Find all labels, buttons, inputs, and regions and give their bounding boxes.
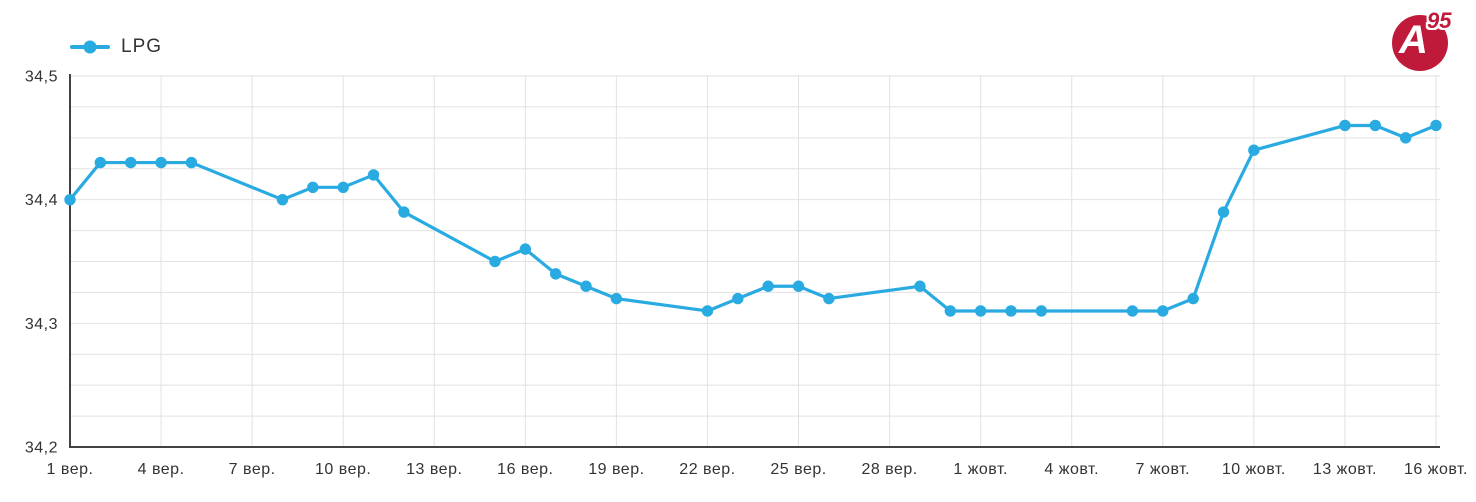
a95-logo-circle-icon — [1392, 15, 1448, 71]
y-axis-tick-label: 34,5 — [25, 69, 58, 86]
data-point-marker[interactable] — [125, 156, 137, 169]
x-axis-tick-label: 7 вер. — [229, 461, 276, 478]
x-axis-tick-label: 13 жовт. — [1313, 461, 1377, 478]
data-point-marker[interactable] — [367, 169, 380, 181]
data-point-marker[interactable] — [580, 280, 592, 292]
y-axis-tick-label: 34,2 — [25, 440, 58, 457]
data-point-marker[interactable] — [1217, 206, 1230, 218]
x-axis-tick-label: 22 вер. — [679, 461, 735, 478]
data-point-marker[interactable] — [185, 156, 198, 169]
data-point-marker[interactable] — [337, 181, 349, 193]
x-axis-tick-label: 19 вер. — [588, 461, 644, 478]
data-point-marker[interactable] — [398, 206, 410, 218]
data-point-marker[interactable] — [1339, 119, 1351, 132]
a95-logo-letter: A — [1399, 18, 1428, 62]
y-axis-tick-label: 34,4 — [25, 192, 58, 209]
x-axis-tick-label: 10 вер. — [315, 461, 371, 478]
data-point-marker[interactable] — [1430, 119, 1442, 132]
x-axis-tick-label: 1 вер. — [47, 461, 94, 478]
data-point-marker[interactable] — [823, 292, 835, 305]
data-point-marker[interactable] — [94, 156, 107, 169]
data-point-marker[interactable] — [974, 305, 987, 317]
x-axis-tick-label: 13 вер. — [406, 461, 462, 478]
x-axis-tick-label: 16 жовт. — [1404, 461, 1468, 478]
data-point-marker[interactable] — [519, 243, 532, 255]
data-point-marker[interactable] — [732, 292, 744, 305]
data-point-marker[interactable] — [489, 255, 501, 268]
x-axis-tick-label: 7 жовт. — [1136, 461, 1191, 478]
data-point-marker[interactable] — [1126, 305, 1139, 317]
legend-item-lpg[interactable]: LPG — [70, 36, 162, 58]
x-axis-tick-label: 28 вер. — [861, 461, 917, 478]
x-axis-tick-label: 4 вер. — [138, 461, 185, 478]
data-point-marker[interactable] — [1399, 132, 1412, 144]
data-point-marker[interactable] — [64, 193, 76, 206]
x-axis-tick-label: 25 вер. — [770, 461, 826, 478]
data-point-marker[interactable] — [1248, 144, 1260, 156]
data-point-marker[interactable] — [1157, 305, 1169, 317]
data-point-marker[interactable] — [701, 305, 714, 317]
data-point-marker[interactable] — [1369, 119, 1381, 132]
a95-logo-number: 95 — [1427, 8, 1452, 33]
data-point-marker[interactable] — [307, 181, 319, 193]
data-point-marker[interactable] — [549, 268, 562, 280]
lpg-series-line — [68, 123, 1438, 313]
data-point-marker[interactable] — [792, 280, 805, 292]
data-point-marker[interactable] — [1005, 305, 1017, 317]
x-axis-tick-label: 16 вер. — [497, 461, 553, 478]
legend-line-swatch — [70, 40, 110, 54]
legend-dot-marker — [83, 40, 97, 54]
data-point-marker[interactable] — [610, 292, 623, 305]
data-point-marker[interactable] — [944, 305, 957, 317]
y-axis-tick-label: 34,3 — [25, 316, 58, 333]
data-point-marker[interactable] — [1035, 305, 1048, 317]
x-axis-tick-label: 10 жовт. — [1222, 461, 1286, 478]
a95-logo: A 95 — [1392, 8, 1458, 74]
data-point-marker[interactable] — [276, 193, 289, 206]
x-axis-tick-label: 4 жовт. — [1044, 461, 1099, 478]
x-axis-tick-label: 1 жовт. — [953, 461, 1008, 478]
data-point-marker[interactable] — [762, 280, 774, 292]
data-point-marker[interactable] — [155, 156, 167, 169]
data-point-marker[interactable] — [1187, 292, 1199, 305]
legend-label: LPG — [121, 36, 163, 57]
data-point-marker[interactable] — [914, 280, 926, 292]
